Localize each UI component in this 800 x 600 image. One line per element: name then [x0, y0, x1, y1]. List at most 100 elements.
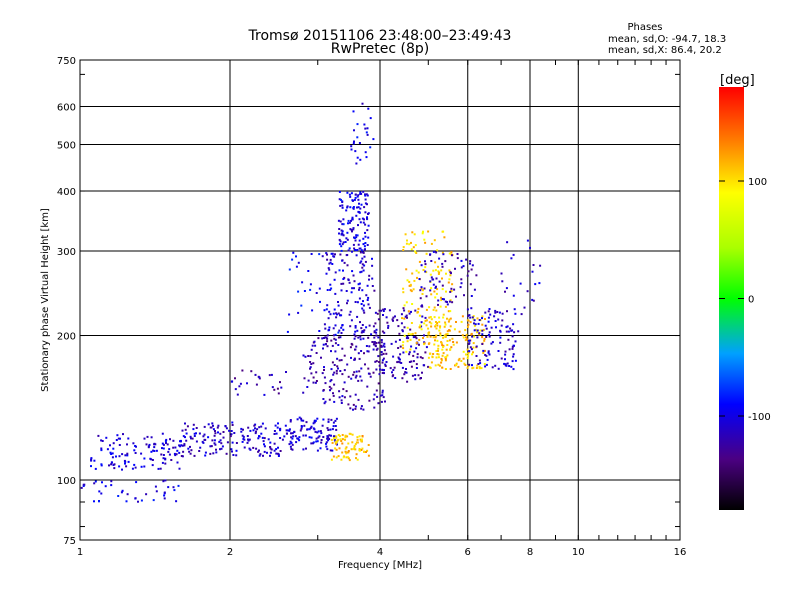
echo-point: [329, 428, 332, 431]
echo-point: [345, 452, 348, 455]
echo-point: [316, 417, 319, 420]
echo-point: [340, 399, 343, 402]
echo-point: [440, 341, 443, 344]
echo-point: [438, 316, 441, 319]
echo-point: [332, 334, 335, 337]
echo-point: [444, 368, 447, 370]
x-tick-label: 4: [377, 547, 383, 558]
echo-point: [354, 196, 357, 199]
echo-point: [340, 402, 343, 404]
echo-point: [401, 377, 404, 380]
echo-point: [343, 354, 346, 357]
grid-lines: [80, 60, 680, 540]
echo-point: [163, 491, 166, 494]
echo-point: [358, 297, 361, 300]
echo-point: [184, 436, 186, 439]
echo-point: [517, 330, 520, 333]
y-tick-label: 750: [57, 56, 76, 67]
echo-point: [406, 239, 408, 242]
echo-point: [257, 437, 260, 440]
echo-point: [239, 382, 242, 385]
echo-point: [153, 442, 156, 445]
echo-point: [172, 446, 175, 449]
echo-point: [147, 446, 150, 449]
echo-point: [420, 377, 422, 379]
echo-point: [433, 343, 436, 346]
echo-point: [408, 312, 411, 315]
echo-point: [468, 350, 471, 353]
echo-point: [485, 363, 488, 366]
echo-point: [150, 458, 153, 461]
echo-point: [456, 253, 459, 255]
echo-point: [419, 324, 422, 327]
echo-point: [532, 264, 535, 266]
echo-point: [360, 350, 363, 352]
echo-point: [444, 321, 447, 324]
echo-point: [334, 253, 336, 256]
echo-point: [373, 406, 376, 409]
echo-point: [334, 333, 337, 336]
echo-point: [229, 435, 232, 438]
echo-point: [452, 341, 455, 343]
echo-point: [404, 371, 407, 374]
echo-point: [357, 352, 360, 355]
echo-point: [340, 458, 343, 461]
echo-point: [340, 314, 343, 317]
echo-point: [349, 195, 352, 198]
echo-point: [408, 280, 411, 283]
echo-point: [373, 330, 376, 333]
echo-point: [344, 434, 347, 437]
echo-point: [372, 325, 375, 328]
echo-point: [375, 342, 378, 344]
echo-point: [430, 361, 433, 364]
echo-point: [220, 442, 223, 445]
echo-point: [344, 450, 347, 453]
echo-point: [508, 348, 511, 351]
echo-point: [473, 319, 476, 322]
echo-point: [378, 361, 381, 363]
echo-point: [475, 367, 478, 369]
echo-point: [439, 334, 442, 337]
echo-point: [314, 381, 317, 384]
echo-point: [424, 351, 427, 354]
echo-point: [340, 309, 343, 312]
echo-point: [407, 310, 410, 313]
echo-point: [415, 269, 418, 272]
echo-point: [354, 407, 357, 410]
echo-point: [112, 447, 115, 450]
echo-point: [375, 334, 378, 337]
echo-point: [468, 314, 471, 317]
x-axis-ticks: 1 2 4 6 8 10 16: [77, 60, 686, 558]
echo-point: [504, 358, 506, 361]
echo-point: [341, 223, 344, 226]
echo-point: [438, 280, 441, 283]
echo-point: [410, 333, 413, 336]
echo-point: [438, 320, 441, 323]
echo-point: [476, 364, 479, 367]
echo-point: [132, 442, 135, 445]
echo-point: [403, 309, 406, 312]
echo-point: [329, 283, 332, 286]
echo-point: [520, 313, 523, 316]
echo-point: [330, 418, 333, 421]
echo-point: [320, 432, 323, 435]
echo-point: [234, 377, 236, 380]
echo-point: [167, 486, 170, 489]
echo-point: [414, 336, 417, 338]
echo-point: [436, 249, 439, 252]
echo-point: [366, 284, 369, 287]
echo-point: [406, 335, 409, 338]
echo-point: [505, 326, 508, 329]
echo-point: [434, 325, 437, 328]
echo-point: [325, 336, 328, 339]
echo-point: [361, 435, 364, 437]
echo-point: [471, 264, 474, 267]
echo-point: [366, 194, 369, 197]
echo-point: [316, 440, 319, 443]
echo-point: [430, 287, 433, 290]
echo-point: [442, 316, 445, 319]
echo-point: [318, 435, 321, 438]
echo-point: [185, 439, 188, 442]
echo-point: [191, 437, 194, 440]
echo-point: [150, 436, 153, 439]
